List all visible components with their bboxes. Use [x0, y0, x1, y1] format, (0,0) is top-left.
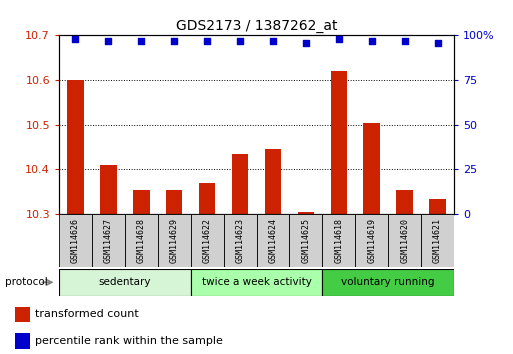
Bar	[364, 122, 380, 214]
FancyBboxPatch shape	[191, 269, 322, 296]
FancyBboxPatch shape	[224, 214, 256, 267]
Text: GSM114621: GSM114621	[433, 218, 442, 263]
FancyBboxPatch shape	[289, 214, 322, 267]
Bar	[397, 190, 413, 214]
Point	[269, 38, 277, 44]
Text: GSM114622: GSM114622	[203, 218, 212, 263]
FancyBboxPatch shape	[256, 214, 289, 267]
Point	[236, 38, 244, 44]
Bar	[199, 183, 215, 214]
Bar	[67, 80, 84, 214]
Bar	[133, 190, 149, 214]
Point	[401, 38, 409, 44]
FancyBboxPatch shape	[158, 214, 191, 267]
Bar	[330, 71, 347, 214]
FancyBboxPatch shape	[388, 214, 421, 267]
Text: GSM114624: GSM114624	[268, 218, 278, 263]
Text: GSM114629: GSM114629	[170, 218, 179, 263]
FancyBboxPatch shape	[355, 214, 388, 267]
Point	[71, 36, 80, 42]
Text: sedentary: sedentary	[98, 277, 151, 287]
Text: voluntary running: voluntary running	[342, 277, 435, 287]
Point	[137, 38, 145, 44]
Point	[433, 40, 442, 45]
Text: GSM114618: GSM114618	[334, 218, 343, 263]
Bar	[298, 212, 314, 214]
Bar	[15, 333, 30, 348]
Text: GSM114623: GSM114623	[235, 218, 245, 263]
FancyBboxPatch shape	[59, 269, 191, 296]
Point	[334, 36, 343, 42]
FancyBboxPatch shape	[92, 214, 125, 267]
Text: percentile rank within the sample: percentile rank within the sample	[35, 336, 223, 346]
Point	[104, 38, 112, 44]
Point	[170, 38, 179, 44]
Point	[302, 40, 310, 45]
FancyBboxPatch shape	[322, 269, 454, 296]
FancyBboxPatch shape	[191, 214, 224, 267]
Text: GSM114625: GSM114625	[301, 218, 310, 263]
Bar	[100, 165, 116, 214]
Bar	[265, 149, 281, 214]
Text: GSM114628: GSM114628	[137, 218, 146, 263]
Text: twice a week activity: twice a week activity	[202, 277, 311, 287]
FancyBboxPatch shape	[59, 214, 92, 267]
Text: protocol: protocol	[5, 277, 48, 287]
Title: GDS2173 / 1387262_at: GDS2173 / 1387262_at	[176, 19, 337, 33]
Bar	[429, 199, 446, 214]
Text: GSM114627: GSM114627	[104, 218, 113, 263]
FancyBboxPatch shape	[125, 214, 158, 267]
Text: GSM114620: GSM114620	[400, 218, 409, 263]
Text: GSM114626: GSM114626	[71, 218, 80, 263]
Bar	[166, 190, 183, 214]
FancyBboxPatch shape	[421, 214, 454, 267]
Bar	[15, 307, 30, 322]
Text: GSM114619: GSM114619	[367, 218, 376, 263]
Bar	[232, 154, 248, 214]
Point	[368, 38, 376, 44]
Point	[203, 38, 211, 44]
Text: transformed count: transformed count	[35, 309, 139, 320]
FancyBboxPatch shape	[322, 214, 355, 267]
